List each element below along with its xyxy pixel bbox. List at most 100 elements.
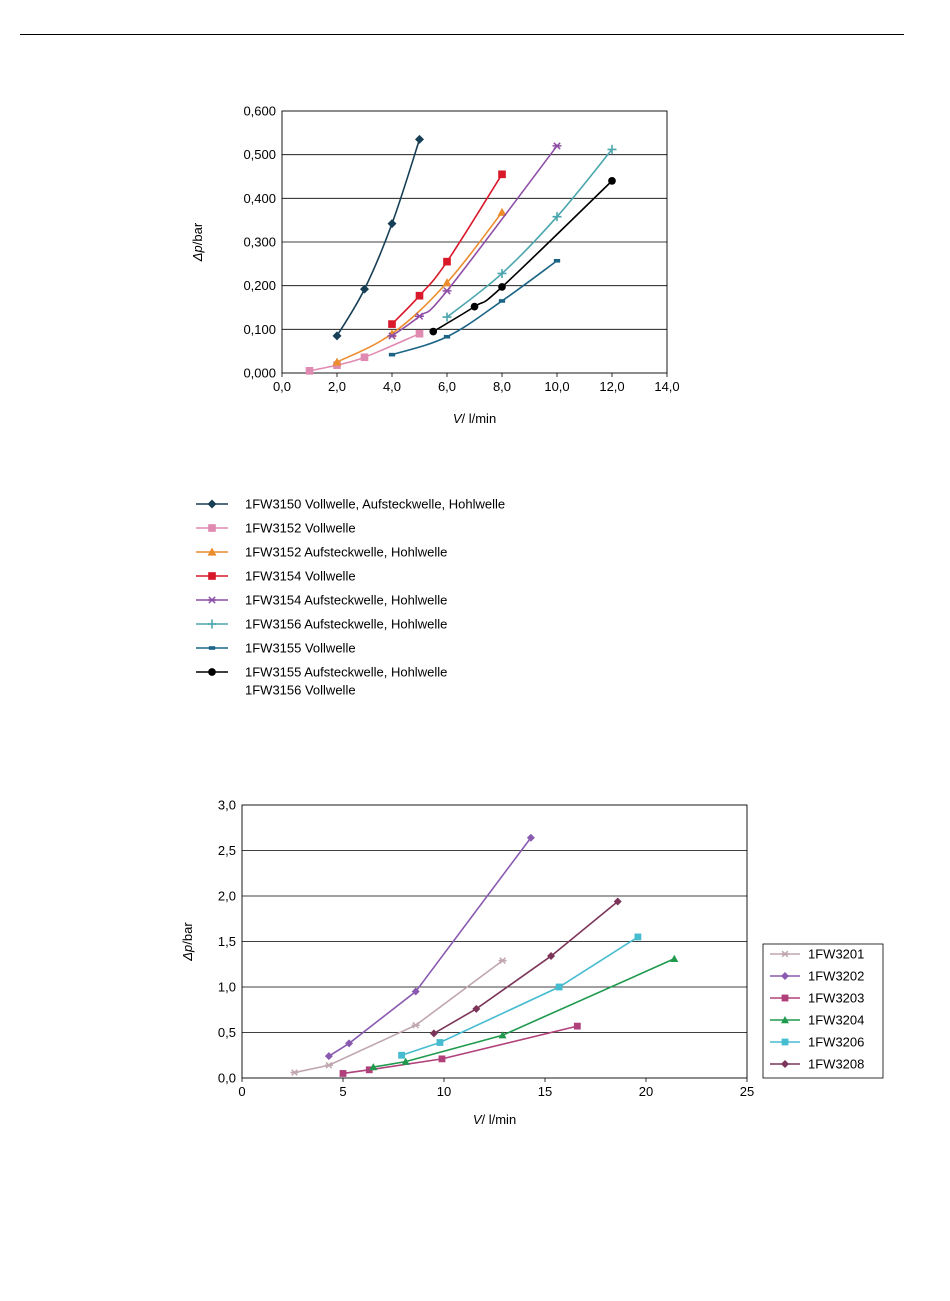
- legend-marker: [208, 524, 216, 532]
- legend-marker: [207, 596, 217, 604]
- data-point: [498, 170, 506, 179]
- y-tick-label: 2,0: [218, 889, 236, 904]
- data-point: [415, 329, 424, 338]
- data-point: [415, 312, 424, 320]
- data-point: [388, 320, 396, 328]
- legend2-item-3: 1FW3203: [770, 991, 864, 1006]
- legend-label: 1FW3155 Aufsteckwelle, Hohlwelle: [245, 665, 447, 680]
- chart-1: 0,000 0,100 0,200 0,300 0,400 0,500 0,600 0,0 2,…: [190, 104, 680, 698]
- series-line: [446, 148, 613, 318]
- legend-item-8: 1FW3155 Aufsteckwelle, Hohlwelle 1FW3156 …: [196, 665, 447, 698]
- data-point: [339, 1070, 347, 1077]
- y-tick-label: 0,600: [243, 104, 276, 119]
- y-tick-label: 1,5: [218, 934, 236, 949]
- legend-label: 1FW3154 Aufsteckwelle, Hohlwelle: [245, 593, 447, 608]
- legend-box: [762, 943, 884, 1079]
- y-tick-label: 0,0: [218, 1071, 236, 1086]
- data-point: [472, 1004, 481, 1013]
- legend-marker: [781, 994, 789, 1002]
- series-6: [429, 897, 622, 1038]
- data-point: [442, 278, 452, 287]
- data-point: [497, 207, 507, 216]
- x-tick-label: 10: [437, 1084, 451, 1099]
- data-point: [438, 1055, 446, 1063]
- data-point: [526, 833, 535, 842]
- legend-marker: [781, 1038, 789, 1046]
- data-point: [415, 134, 424, 144]
- x-tick-label: 5: [339, 1084, 346, 1099]
- x-tick-label: 25: [740, 1084, 754, 1099]
- series-line: [391, 260, 558, 356]
- legend-label: 1FW3156 Aufsteckwelle, Hohlwelle: [245, 617, 447, 632]
- data-point: [443, 257, 451, 266]
- legend-label: 1FW3201: [808, 947, 864, 962]
- series-line: [328, 837, 532, 1057]
- legend-label: 1FW3203: [808, 991, 864, 1006]
- data-point: [607, 144, 617, 154]
- x-tick-label: 14,0: [654, 379, 679, 394]
- x-tick-label: 10,0: [544, 379, 569, 394]
- legend-item-2: 1FW3152 Vollwelle: [196, 521, 356, 536]
- y-tick-label: 3,0: [218, 798, 236, 813]
- data-point: [401, 1057, 410, 1065]
- legend-marker: [208, 646, 216, 650]
- legend-item-3: 1FW3152 Aufsteckwelle, Hohlwelle: [196, 545, 447, 560]
- legend-label: 1FW3204: [808, 1013, 864, 1028]
- series-line: [336, 211, 503, 363]
- data-point: [398, 1051, 405, 1059]
- x-axis-label: V/ l/min: [473, 1112, 516, 1127]
- legend-item-5: 1FW3154 Aufsteckwelle, Hohlwelle: [196, 593, 447, 608]
- data-point: [573, 1022, 581, 1030]
- data-point: [290, 1069, 299, 1076]
- x-tick-label: 4,0: [383, 379, 401, 394]
- data-point: [634, 933, 642, 941]
- legend2-item-4: 1FW3204: [770, 1013, 864, 1028]
- data-point: [552, 142, 562, 150]
- data-point: [387, 332, 397, 340]
- x-tick-label: 2,0: [328, 379, 346, 394]
- legend-item-7: 1FW3155 Vollwelle: [196, 641, 356, 656]
- data-point: [332, 357, 342, 366]
- series-line: [401, 936, 639, 1057]
- legend-marker: [781, 1060, 789, 1068]
- data-point: [498, 283, 506, 291]
- legend-label: 1FW3156 Vollwelle: [245, 683, 356, 698]
- data-point: [670, 954, 679, 962]
- data-point: [415, 291, 424, 300]
- data-point: [443, 334, 451, 339]
- data-point: [324, 1052, 333, 1061]
- legend-label: 1FW3206: [808, 1035, 864, 1050]
- series-line: [432, 180, 613, 333]
- data-point: [442, 312, 452, 322]
- y-tick-label: 0,300: [243, 235, 276, 250]
- series-6: [442, 144, 617, 322]
- legend2-item-1: 1FW3201: [770, 947, 864, 962]
- series-4: [369, 954, 679, 1071]
- y-tick-label: 0,000: [243, 366, 276, 381]
- legend-label: 1FW3152 Vollwelle: [245, 521, 356, 536]
- y-tick-label: 1,0: [218, 980, 236, 995]
- x-tick-label: 12,0: [599, 379, 624, 394]
- series-1: [290, 957, 507, 1076]
- series-line: [391, 173, 503, 325]
- data-point: [324, 1061, 333, 1069]
- series-4: [388, 170, 506, 328]
- legend2-item-5: 1FW3206: [770, 1035, 864, 1050]
- data-point: [553, 258, 561, 263]
- series-7: [388, 258, 561, 357]
- data-point: [369, 1063, 378, 1071]
- plot-frame: [281, 110, 668, 374]
- series-line: [433, 900, 619, 1035]
- data-point: [613, 897, 622, 906]
- series-line: [373, 958, 675, 1068]
- legend-label: 1FW3155 Vollwelle: [245, 641, 356, 656]
- legend-marker: [207, 499, 217, 509]
- y-tick-label: 0,500: [243, 147, 276, 162]
- y-tick-label: 0,5: [218, 1025, 236, 1040]
- series-5: [398, 933, 642, 1059]
- data-point: [411, 987, 420, 996]
- data-point: [552, 212, 562, 222]
- legend-marker: [207, 547, 217, 556]
- x-tick-label: 0: [238, 1084, 245, 1099]
